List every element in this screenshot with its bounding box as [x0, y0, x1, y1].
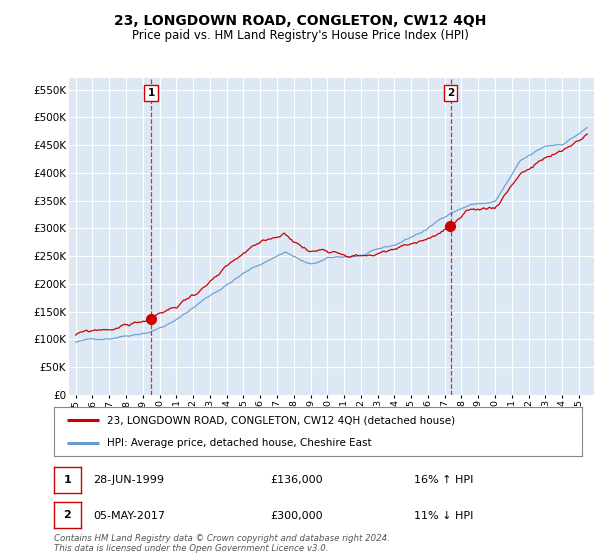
Text: £300,000: £300,000: [270, 511, 323, 521]
Text: 1: 1: [64, 475, 71, 485]
Text: Contains HM Land Registry data © Crown copyright and database right 2024.
This d: Contains HM Land Registry data © Crown c…: [54, 534, 390, 553]
Text: Price paid vs. HM Land Registry's House Price Index (HPI): Price paid vs. HM Land Registry's House …: [131, 29, 469, 42]
Text: 2: 2: [447, 88, 454, 98]
Text: 05-MAY-2017: 05-MAY-2017: [93, 511, 165, 521]
Text: HPI: Average price, detached house, Cheshire East: HPI: Average price, detached house, Ches…: [107, 438, 371, 448]
Text: 1: 1: [148, 88, 155, 98]
Text: £136,000: £136,000: [270, 475, 323, 486]
Text: 28-JUN-1999: 28-JUN-1999: [93, 475, 164, 486]
Text: 11% ↓ HPI: 11% ↓ HPI: [414, 511, 473, 521]
Text: 2: 2: [64, 510, 71, 520]
Text: 23, LONGDOWN ROAD, CONGLETON, CW12 4QH: 23, LONGDOWN ROAD, CONGLETON, CW12 4QH: [114, 14, 486, 28]
Text: 23, LONGDOWN ROAD, CONGLETON, CW12 4QH (detached house): 23, LONGDOWN ROAD, CONGLETON, CW12 4QH (…: [107, 416, 455, 426]
Text: 16% ↑ HPI: 16% ↑ HPI: [414, 475, 473, 486]
